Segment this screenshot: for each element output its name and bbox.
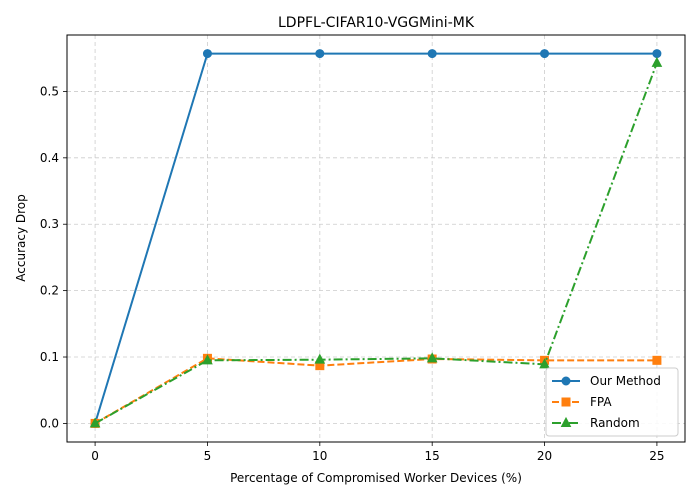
x-tick-label: 5 xyxy=(204,449,212,463)
x-axis-label: Percentage of Compromised Worker Devices… xyxy=(230,471,522,485)
x-tick-label: 0 xyxy=(91,449,99,463)
data-point xyxy=(202,49,212,59)
data-point xyxy=(539,358,550,369)
y-tick-label: 0.1 xyxy=(40,350,59,364)
data-point xyxy=(427,49,437,59)
legend-item: Our Method xyxy=(552,374,661,388)
chart-title: LDPFL-CIFAR10-VGGMini-MK xyxy=(278,15,475,31)
legend: Our Method FPA Random xyxy=(545,367,679,437)
series-layer xyxy=(89,49,663,428)
y-tick-label: 0.2 xyxy=(40,284,59,298)
y-tick-label: 0.4 xyxy=(40,151,59,165)
legend-marker xyxy=(560,416,572,427)
y-tick-label: 0.3 xyxy=(40,217,59,231)
legend-label: Random xyxy=(590,416,640,430)
series-line xyxy=(94,62,658,425)
x-tick-label: 10 xyxy=(312,449,327,463)
legend-marker xyxy=(561,376,571,386)
legend-item: Random xyxy=(552,416,640,430)
x-tick-label: 20 xyxy=(537,449,552,463)
data-point xyxy=(202,354,213,365)
data-point xyxy=(315,49,325,59)
plot-frame xyxy=(66,34,686,443)
legend-marker xyxy=(561,397,571,407)
data-point xyxy=(89,417,101,428)
data-point xyxy=(314,353,326,364)
y-axis-ticks: 0.0 0.1 0.2 0.3 0.4 0.5 xyxy=(40,84,67,430)
series-random xyxy=(89,56,663,428)
x-tick-label: 25 xyxy=(649,449,664,463)
series-line xyxy=(94,357,657,425)
legend-box xyxy=(545,367,679,437)
y-axis-label: Accuracy Drop xyxy=(14,194,28,281)
y-tick-label: 0.5 xyxy=(40,84,59,98)
legend-label: FPA xyxy=(590,395,612,409)
x-axis-ticks: 0 5 10 15 20 25 xyxy=(91,442,665,463)
series-line xyxy=(94,52,657,424)
data-point xyxy=(426,352,438,363)
data-point xyxy=(652,49,662,59)
legend-item: FPA xyxy=(552,395,612,409)
data-point xyxy=(540,49,550,59)
data-point xyxy=(651,56,663,67)
legend-label: Our Method xyxy=(590,374,661,388)
data-point xyxy=(652,355,662,365)
x-tick-label: 15 xyxy=(425,449,440,463)
y-tick-label: 0.0 xyxy=(40,416,59,430)
